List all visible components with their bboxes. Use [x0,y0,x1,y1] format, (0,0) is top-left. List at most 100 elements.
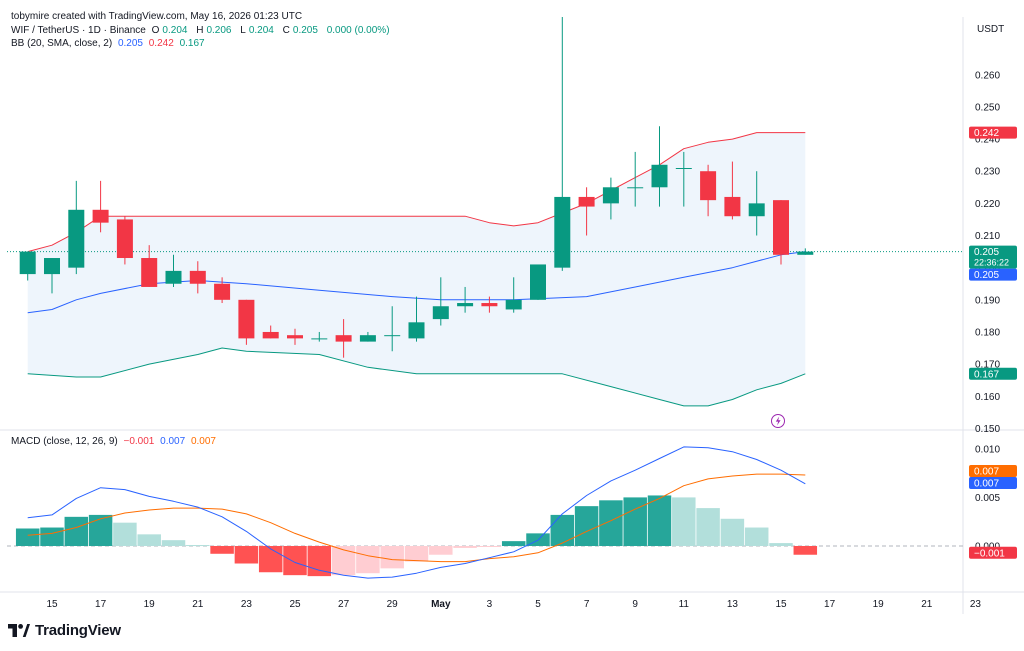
candle [44,258,60,294]
candle [68,180,85,275]
tradingview-logo[interactable]: TradingView [8,622,121,639]
macd-histogram-bar [210,546,234,554]
brand-name: TradingView [35,622,121,639]
candle-body [287,335,303,339]
macd-hist-badge-bg [969,546,1017,559]
time-tick-label: 3 [487,599,493,610]
bb-legend: BB (20, SMA, close, 2) 0.205 0.242 0.167 [11,38,208,49]
time-tick-label: 23 [241,599,253,610]
time-tick-label: 9 [632,599,638,610]
time-tick-label: 21 [192,599,204,610]
price-legend: WIF / TetherUS · 1D · Binance O 0.204 H 0.… [11,25,390,36]
time-tick-label: 21 [921,599,933,610]
time-tick-label: 29 [387,599,399,610]
macd-histogram-bar [161,540,186,546]
candle-body [408,322,425,339]
macd-histogram-bar [404,546,429,562]
candle [457,286,474,313]
candle [335,319,352,358]
currency-label: USDT [977,24,1004,35]
candle-body [359,335,376,342]
change-value: 0.000 (0.00%) [326,25,390,36]
candle-body [92,209,109,223]
bb-name[interactable]: BB (20, SMA, close, 2) [11,38,113,49]
price-tick-label: 0.220 [975,199,1000,210]
candle-body [797,251,814,255]
time-tick-label: 19 [144,599,156,610]
symbol-title[interactable]: WIF / TetherUS · 1D · Binance [11,25,146,36]
macd-histogram-bar [574,506,599,546]
bb-basis-badge: 0.205 [969,268,1017,281]
candle [92,180,109,233]
time-tick-label: 17 [824,599,836,610]
price-tick-label: 0.230 [975,167,1000,178]
bb-lower-line [27,347,806,407]
macd-histogram-bar [744,527,769,546]
candle [141,245,158,287]
bb-upper-badge-bg [969,126,1017,139]
candle [530,264,546,300]
bb-upper-line [27,132,806,253]
candle-body [214,283,231,300]
candle [408,296,425,342]
macd-histogram-bar [647,495,672,546]
macd-signal-badge-bg [969,465,1017,477]
candle [602,177,619,220]
macd-name[interactable]: MACD (close, 12, 26, 9) [11,436,118,447]
candle-body [19,251,36,275]
price-tick-label: 0.260 [975,70,1000,81]
bb-upper-badge-text: 0.242 [974,128,999,139]
macd-histogram-bar [623,497,647,546]
macd-histogram-bar [88,514,113,546]
countdown-text: 22:36:22 [974,258,1009,268]
price-tick-label: 0.190 [975,295,1000,306]
price-tick-label: 0.170 [975,360,1000,371]
price-tick-label: 0.150 [975,424,1000,435]
macd-histogram-bar [113,522,137,546]
candle [627,151,644,207]
candle-body [505,299,522,310]
candle [797,248,814,255]
macd-signal-line [27,473,806,563]
macd-histogram-bar [15,528,40,546]
candle [700,164,717,217]
time-tick-label: 15 [46,599,58,610]
attribution: tobymire created with TradingView.com, M… [11,11,303,22]
candle [554,17,571,271]
price-tick-label: 0.240 [975,135,1000,146]
candle [19,251,36,281]
macd-histogram-bar [720,518,745,546]
macd-histogram-bar [186,545,210,547]
candle [748,171,765,236]
time-tick-label: 19 [873,599,885,610]
candle [505,277,522,313]
time-tick-label: 25 [289,599,301,610]
candle [675,151,692,207]
macd-histogram-bar [453,546,477,548]
macd-histogram-bar [283,546,307,576]
candle [651,126,668,207]
candle [214,277,231,304]
macd-histogram-bar [331,546,356,576]
bb-lower-value: 0.167 [179,38,205,49]
candle-body [116,219,133,259]
macd-histogram-bar [672,497,696,546]
price-tick-label: 0.250 [975,102,1000,113]
candle-body [262,331,279,339]
candle-body [700,171,717,201]
candle [359,331,376,342]
candle [311,331,328,342]
macd-histogram-bar [696,508,720,546]
time-tick-label: 7 [584,599,590,610]
macd-histogram-bar [258,546,283,573]
candle-body [432,306,449,320]
macd-hist-badge: −0.001 [969,546,1017,559]
candle [116,216,133,265]
candle-body [335,335,352,342]
candle-body [238,299,255,339]
time-tick-label: May [431,599,451,610]
close-price-badge-bg [969,245,1017,269]
candle-body [457,303,474,307]
macd-histogram-bar [429,546,453,555]
